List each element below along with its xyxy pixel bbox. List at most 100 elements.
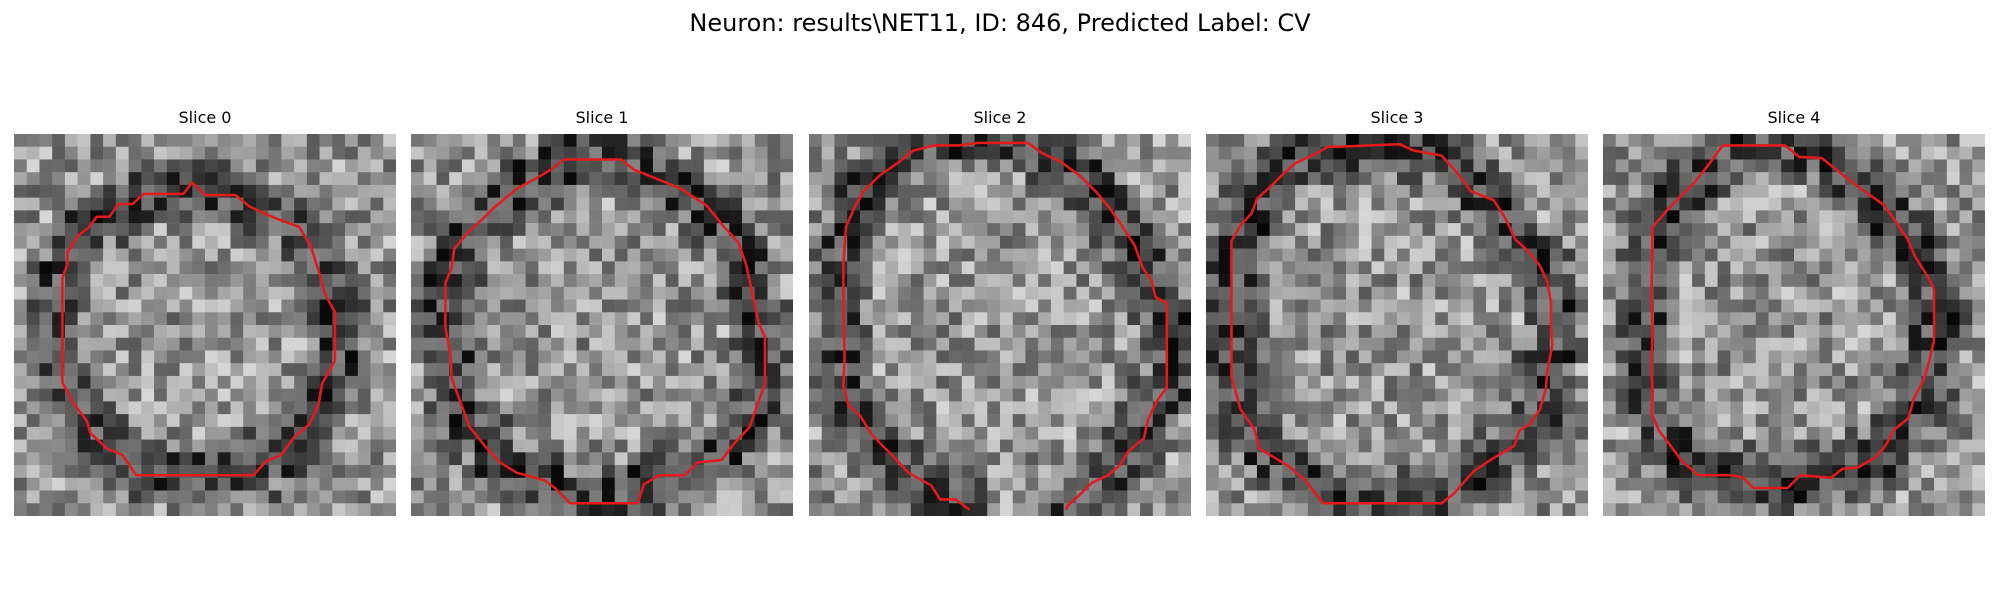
image-pixel xyxy=(809,312,822,326)
slice-image-1 xyxy=(411,134,793,516)
image-pixel xyxy=(383,363,396,377)
image-pixel xyxy=(589,210,603,224)
image-pixel xyxy=(1486,503,1500,516)
image-pixel xyxy=(1397,388,1410,402)
image-pixel xyxy=(474,235,488,249)
image-pixel xyxy=(500,248,514,262)
image-pixel xyxy=(281,375,295,389)
image-pixel xyxy=(217,503,231,516)
image-pixel xyxy=(1140,248,1154,262)
image-pixel xyxy=(1704,350,1718,364)
image-pixel xyxy=(1178,223,1191,237)
image-pixel xyxy=(1384,299,1398,313)
image-pixel xyxy=(1575,172,1588,186)
image-pixel xyxy=(512,337,526,351)
image-pixel xyxy=(1653,337,1667,351)
image-pixel xyxy=(39,465,53,479)
image-pixel xyxy=(115,235,129,249)
image-pixel xyxy=(1537,465,1551,479)
image-pixel xyxy=(652,299,666,313)
image-pixel xyxy=(936,439,950,453)
image-pixel xyxy=(1038,299,1052,313)
image-pixel xyxy=(141,134,155,147)
image-pixel xyxy=(1025,477,1039,491)
image-pixel xyxy=(1895,286,1909,300)
image-pixel xyxy=(1549,490,1563,504)
image-pixel xyxy=(742,401,756,415)
image-pixel xyxy=(319,248,333,262)
image-pixel xyxy=(1012,325,1026,338)
image-pixel xyxy=(52,172,66,186)
image-pixel xyxy=(461,337,475,351)
image-pixel xyxy=(230,503,244,516)
image-pixel xyxy=(474,388,488,402)
image-pixel xyxy=(898,350,912,364)
image-pixel xyxy=(39,261,53,275)
image-pixel xyxy=(217,274,231,288)
image-pixel xyxy=(961,426,975,440)
image-pixel xyxy=(1165,286,1179,300)
image-pixel xyxy=(691,503,705,516)
image-pixel xyxy=(39,490,53,504)
image-pixel xyxy=(1549,312,1563,326)
image-pixel xyxy=(1857,477,1871,491)
image-pixel xyxy=(1524,146,1538,160)
image-pixel xyxy=(192,184,206,198)
image-pixel xyxy=(1409,388,1423,402)
image-pixel xyxy=(1101,465,1115,479)
image-pixel xyxy=(1921,414,1935,428)
image-pixel xyxy=(1768,439,1782,453)
image-pixel xyxy=(1346,401,1360,415)
image-pixel xyxy=(898,184,912,198)
image-pixel xyxy=(1038,401,1052,415)
image-pixel xyxy=(665,235,679,249)
image-pixel xyxy=(949,452,963,466)
image-pixel xyxy=(230,490,244,504)
image-pixel xyxy=(665,299,679,313)
image-pixel xyxy=(166,159,180,173)
image-pixel xyxy=(974,325,988,338)
image-pixel xyxy=(1603,325,1616,338)
image-pixel xyxy=(754,274,768,288)
image-pixel xyxy=(1806,274,1820,288)
image-pixel xyxy=(1794,490,1807,504)
image-pixel xyxy=(678,452,692,466)
image-pixel xyxy=(974,184,988,198)
image-pixel xyxy=(205,363,218,377)
image-pixel xyxy=(821,363,835,377)
image-pixel xyxy=(1755,452,1769,466)
image-pixel xyxy=(1435,299,1449,313)
image-pixel xyxy=(1524,286,1538,300)
image-pixel xyxy=(936,210,950,224)
image-pixel xyxy=(576,286,590,300)
image-pixel xyxy=(1575,286,1588,300)
image-pixel xyxy=(910,490,924,504)
image-pixel xyxy=(1012,401,1026,415)
image-pixel xyxy=(1063,439,1077,453)
image-pixel xyxy=(614,503,628,516)
image-pixel xyxy=(1012,286,1026,300)
image-pixel xyxy=(1959,439,1973,453)
image-pixel xyxy=(1628,286,1642,300)
image-pixel xyxy=(487,490,501,504)
image-pixel xyxy=(1768,490,1782,504)
image-pixel xyxy=(729,274,743,288)
image-pixel xyxy=(192,274,206,288)
image-pixel xyxy=(627,439,641,453)
image-pixel xyxy=(576,261,590,275)
image-pixel xyxy=(179,146,193,160)
image-pixel xyxy=(1320,197,1334,211)
image-pixel xyxy=(1269,223,1283,237)
image-pixel xyxy=(1244,299,1258,313)
image-pixel xyxy=(205,414,218,428)
image-pixel xyxy=(1295,184,1309,198)
image-pixel xyxy=(436,439,450,453)
image-pixel xyxy=(1473,223,1487,237)
image-pixel xyxy=(614,414,628,428)
image-pixel xyxy=(1397,465,1410,479)
image-pixel xyxy=(1346,312,1360,326)
image-pixel xyxy=(436,337,450,351)
image-pixel xyxy=(847,159,861,173)
image-pixel xyxy=(1934,286,1948,300)
image-pixel xyxy=(1114,261,1128,275)
